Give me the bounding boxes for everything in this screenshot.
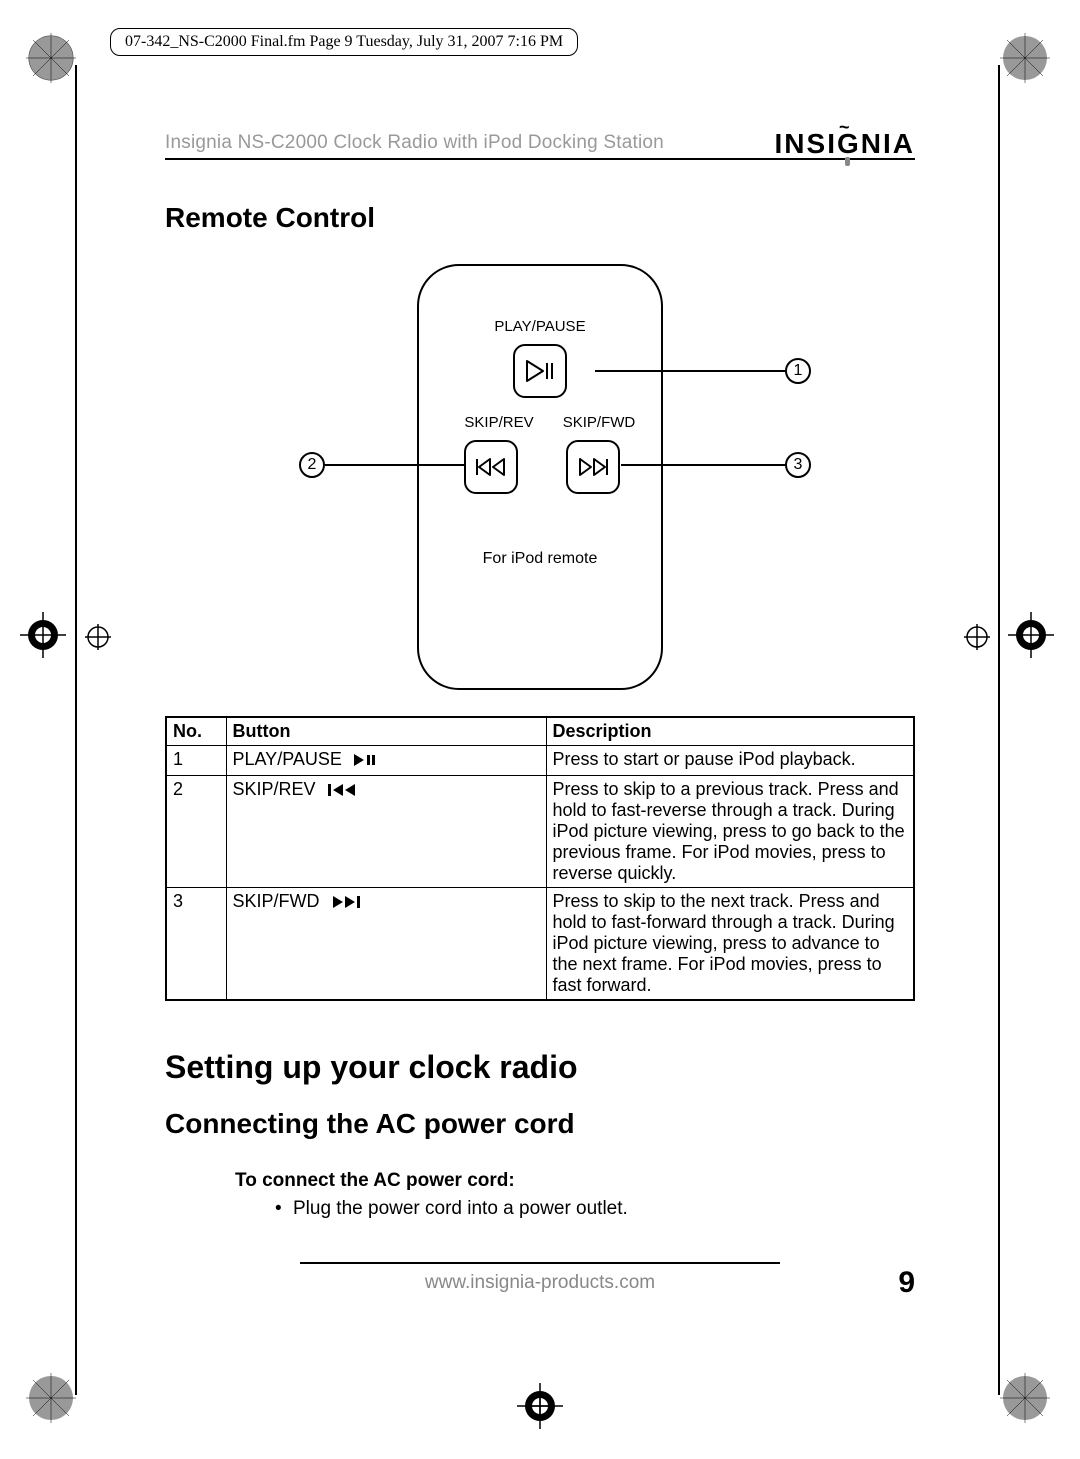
cell-button: PLAY/PAUSE [226, 746, 546, 776]
crop-mark-br [1000, 1373, 1050, 1423]
table-row: 3 SKIP/FWD Press to skip to the next tra… [166, 888, 914, 1001]
registration-small-left [85, 624, 111, 650]
table-header-row: No. Button Description [166, 717, 914, 746]
label-skip-rev: SKIP/REV [449, 414, 549, 431]
remote-outline: PLAY/PAUSE SKIP/REV SKIP/FWD For iPod re… [417, 264, 663, 690]
registration-mark-right [1008, 612, 1054, 658]
cell-description: Press to skip to the next track. Press a… [546, 888, 914, 1001]
callout-3: 3 [785, 452, 811, 478]
label-for-ipod-remote: For iPod remote [440, 550, 640, 568]
footer-rule [300, 1262, 780, 1264]
page-content: 07-342_NS-C2000 Final.fm Page 9 Tuesday,… [165, 30, 915, 1294]
heading-remote-control: Remote Control [165, 202, 915, 234]
table-row: 2 SKIP/REV Press to skip to a previous t… [166, 776, 914, 888]
col-description: Description [546, 717, 914, 746]
heading-setting-up: Setting up your clock radio [165, 1049, 915, 1086]
col-no: No. [166, 717, 226, 746]
callout-2: 2 [299, 452, 325, 478]
cell-no: 1 [166, 746, 226, 776]
skip-rev-icon [327, 781, 357, 802]
page-number: 9 [898, 1266, 915, 1300]
label-play-pause: PLAY/PAUSE [470, 318, 610, 335]
table-row: 1 PLAY/PAUSE Press to start or pause iPo… [166, 746, 914, 776]
crop-mark-tr [1000, 33, 1050, 83]
crop-mark-bl [26, 1373, 76, 1423]
callout-1: 1 [785, 358, 811, 384]
footer: www.insignia-products.com 9 [165, 1272, 915, 1294]
play-pause-icon [525, 359, 555, 383]
crop-mark-tl [26, 33, 76, 83]
skip-rev-icon [474, 456, 508, 478]
heading-connecting-ac: Connecting the AC power cord [165, 1108, 915, 1140]
callout-line-3 [621, 464, 786, 466]
trim-line-right [998, 65, 1000, 1395]
subheading-to-connect: To connect the AC power cord: [235, 1170, 915, 1192]
registration-small-bottom [527, 1393, 553, 1419]
running-header-text: Insignia NS-C2000 Clock Radio with iPod … [165, 132, 664, 158]
cell-description: Press to skip to a previous track. Press… [546, 776, 914, 888]
col-button: Button [226, 717, 546, 746]
brand-wordmark: INSIG~NIA [775, 128, 915, 160]
registration-mark-left [20, 612, 66, 658]
remote-diagram: PLAY/PAUSE SKIP/REV SKIP/FWD For iPod re… [165, 264, 915, 704]
cell-button: SKIP/REV [226, 776, 546, 888]
cell-no: 3 [166, 888, 226, 1001]
skip-fwd-icon [576, 456, 610, 478]
callout-line-1 [595, 370, 785, 372]
footer-url: www.insignia-products.com [425, 1272, 655, 1293]
step-plug-cord: •Plug the power cord into a power outlet… [275, 1198, 915, 1220]
label-skip-fwd: SKIP/FWD [549, 414, 649, 431]
cell-no: 2 [166, 776, 226, 888]
skip-fwd-icon [331, 893, 361, 914]
print-job-header: 07-342_NS-C2000 Final.fm Page 9 Tuesday,… [110, 28, 578, 56]
cell-button: SKIP/FWD [226, 888, 546, 1001]
cell-description: Press to start or pause iPod playback. [546, 746, 914, 776]
trim-line-left [75, 65, 77, 1395]
button-skip-rev [464, 440, 518, 494]
callout-line-2 [325, 464, 465, 466]
play-pause-icon [353, 751, 377, 772]
button-skip-fwd [566, 440, 620, 494]
button-play-pause [513, 344, 567, 398]
registration-small-right [964, 624, 990, 650]
running-header: Insignia NS-C2000 Clock Radio with iPod … [165, 126, 915, 160]
button-description-table: No. Button Description 1 PLAY/PAUSE Pres… [165, 716, 915, 1001]
